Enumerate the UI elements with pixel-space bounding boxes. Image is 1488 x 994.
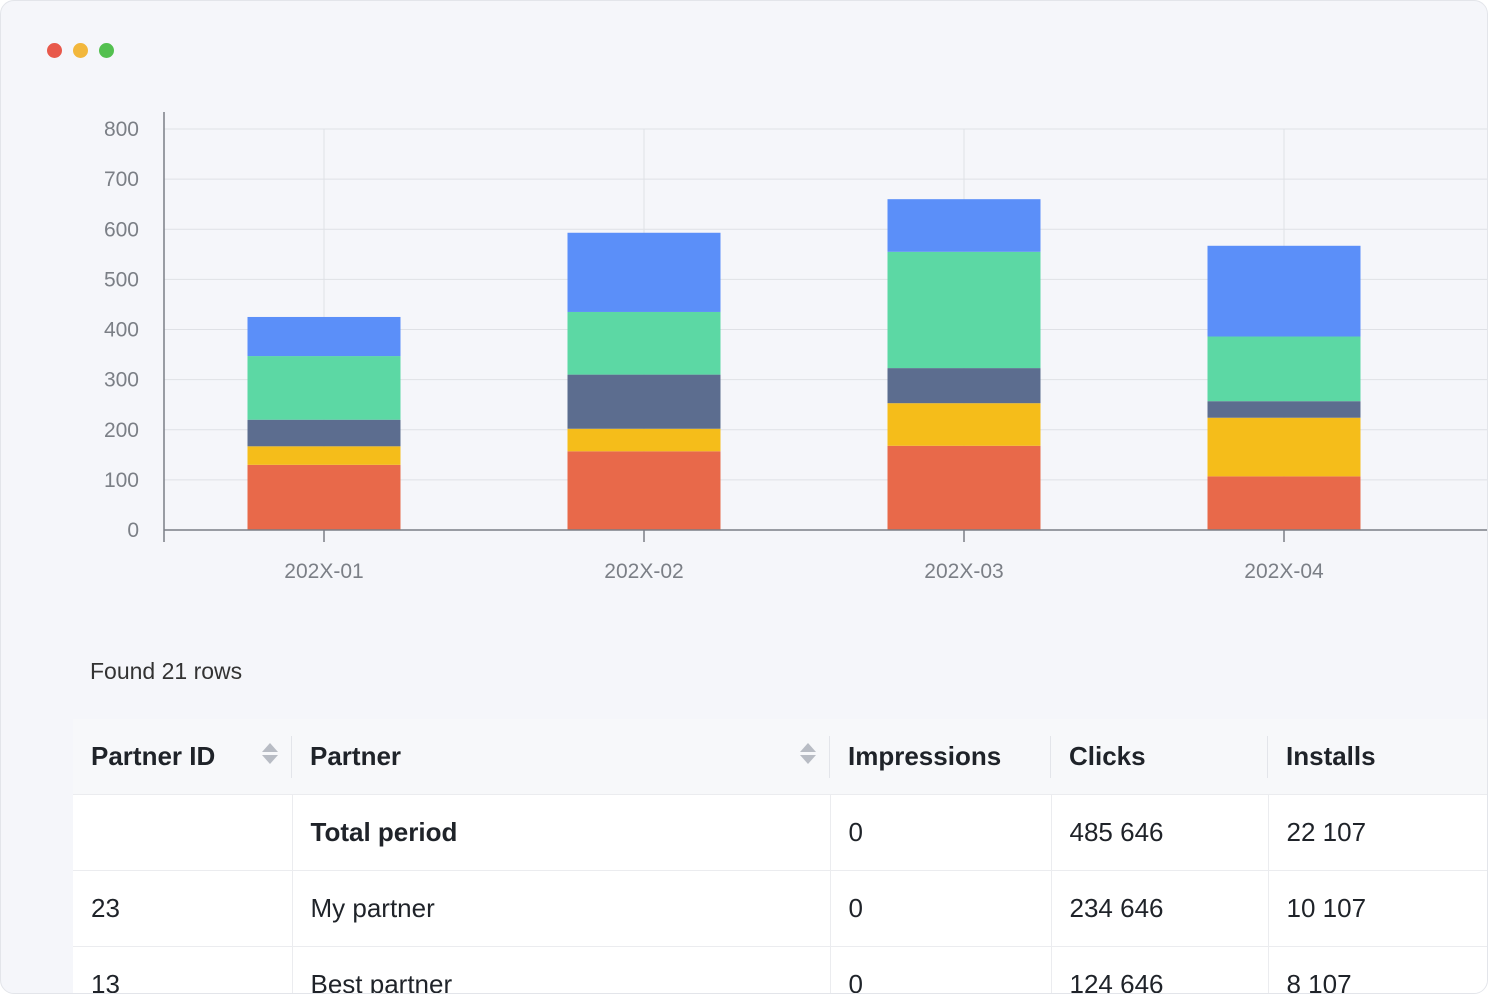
stacked-bar-chart: 0 100 200 300 400 500 600 700 800 202X-01 202X-02 2… bbox=[104, 112, 1487, 583]
sort-icon[interactable] bbox=[262, 743, 278, 764]
x-tick-label: 202X-03 bbox=[924, 560, 1003, 583]
column-header-clicks[interactable]: Clicks bbox=[1051, 719, 1268, 795]
column-header-label: Impressions bbox=[848, 740, 1002, 771]
cell-installs: 22 107 bbox=[1268, 794, 1487, 871]
y-tick-label: 600 bbox=[104, 218, 139, 241]
cell-clicks: 124 646 bbox=[1051, 946, 1269, 993]
cell-partner-id: 13 bbox=[73, 946, 293, 993]
cell-installs: 8 107 bbox=[1268, 946, 1487, 993]
bar-segment bbox=[1207, 476, 1361, 530]
y-tick-label: 300 bbox=[104, 369, 139, 392]
cell-impressions: 0 bbox=[830, 794, 1052, 871]
window-controls bbox=[47, 43, 114, 58]
cell-partner-id bbox=[73, 794, 293, 871]
table-row-total[interactable]: Total period 0 485 646 22 107 bbox=[73, 794, 1487, 871]
bar-segment bbox=[887, 445, 1041, 530]
y-tick-label: 400 bbox=[104, 319, 139, 342]
cell-partner: Best partner bbox=[292, 946, 831, 993]
x-tick-label: 202X-04 bbox=[1244, 560, 1324, 583]
cell-clicks: 234 646 bbox=[1051, 870, 1269, 947]
bar-segment bbox=[1207, 245, 1361, 337]
bar-segment bbox=[567, 374, 721, 429]
y-tick-label: 500 bbox=[104, 268, 139, 291]
bar-segment bbox=[567, 428, 721, 452]
bar-segment bbox=[567, 311, 721, 375]
y-tick-label: 200 bbox=[104, 419, 139, 442]
bar-segment bbox=[887, 251, 1041, 369]
x-tick-label: 202X-01 bbox=[284, 560, 363, 583]
column-header-label: Clicks bbox=[1069, 740, 1146, 771]
bar-segment bbox=[567, 451, 721, 530]
bar-segment bbox=[247, 356, 401, 420]
column-header-partner-id[interactable]: Partner ID bbox=[73, 719, 292, 795]
bar-segment bbox=[1207, 336, 1361, 402]
column-header-impressions[interactable]: Impressions bbox=[830, 719, 1051, 795]
y-tick-label: 800 bbox=[104, 118, 139, 141]
close-window-button[interactable] bbox=[47, 43, 62, 58]
cell-impressions: 0 bbox=[830, 870, 1052, 947]
maximize-window-button[interactable] bbox=[99, 43, 114, 58]
bar-segment bbox=[247, 464, 401, 530]
column-header-installs[interactable]: Installs bbox=[1268, 719, 1487, 795]
bar-segment bbox=[247, 419, 401, 447]
bar-segment bbox=[887, 368, 1041, 404]
bar-segment bbox=[1207, 417, 1361, 477]
y-tick-label: 100 bbox=[104, 469, 139, 492]
sort-icon[interactable] bbox=[800, 743, 816, 764]
column-header-partner[interactable]: Partner bbox=[292, 719, 830, 795]
bar-segment bbox=[887, 403, 1041, 446]
x-tick-label: 202X-02 bbox=[604, 560, 683, 583]
cell-partner: My partner bbox=[292, 870, 831, 947]
cell-impressions: 0 bbox=[830, 946, 1052, 993]
found-rows-text: Found 21 rows bbox=[90, 658, 243, 684]
bar-segment bbox=[887, 199, 1041, 252]
cell-partner-id: 23 bbox=[73, 870, 293, 947]
table-row[interactable]: 13 Best partner 0 124 646 8 107 bbox=[73, 946, 1487, 993]
cell-installs: 10 107 bbox=[1268, 870, 1487, 947]
table-header-row: Partner ID Partner Impressions Cl bbox=[73, 719, 1487, 795]
bar-segment bbox=[567, 232, 721, 312]
column-header-label: Partner ID bbox=[91, 740, 216, 771]
y-tick-label: 700 bbox=[104, 168, 139, 191]
bar-segment bbox=[247, 316, 401, 357]
minimize-window-button[interactable] bbox=[73, 43, 88, 58]
bar-segment bbox=[1207, 401, 1361, 418]
table-row[interactable]: 23 My partner 0 234 646 10 107 bbox=[73, 870, 1487, 947]
bar-segment bbox=[247, 446, 401, 465]
y-tick-label: 0 bbox=[127, 519, 139, 542]
cell-clicks: 485 646 bbox=[1051, 794, 1269, 871]
data-table: Partner ID Partner Impressions Cl bbox=[73, 719, 1487, 993]
cell-partner: Total period bbox=[292, 794, 831, 871]
column-header-label: Installs bbox=[1286, 740, 1376, 771]
column-header-label: Partner bbox=[310, 740, 402, 771]
